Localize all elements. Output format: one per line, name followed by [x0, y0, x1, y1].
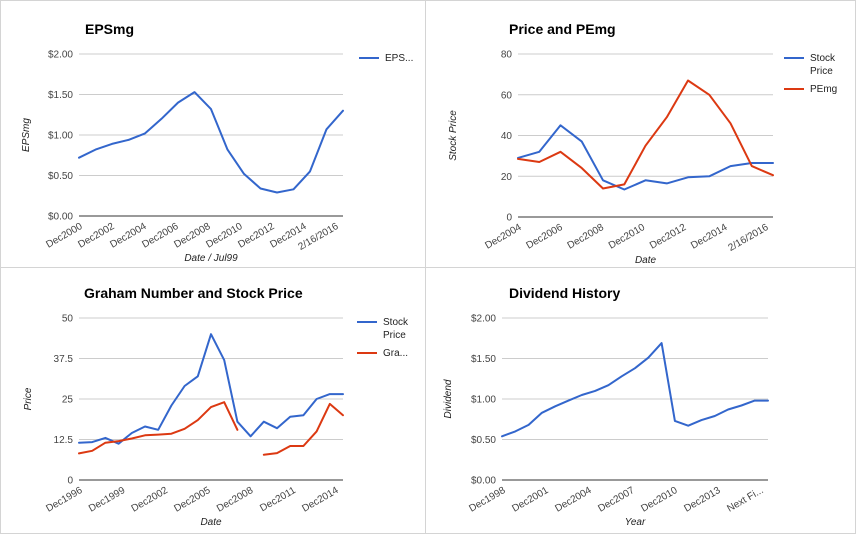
- y-tick-label: $1.50: [48, 90, 73, 101]
- x-tick-label: Dec2014: [300, 485, 341, 515]
- y-tick-label: $0.50: [471, 435, 496, 446]
- y-tick-label: $2.00: [471, 314, 496, 325]
- legend-label: Price: [810, 66, 833, 77]
- y-tick-label: $0.50: [48, 171, 73, 182]
- chart-title: EPSmg: [85, 21, 134, 37]
- series-line-gra-: [78, 401, 239, 455]
- series-line-dividend: [501, 342, 769, 438]
- series-line-stock-price: [517, 124, 774, 191]
- x-tick-label: Dec2013: [682, 485, 723, 515]
- x-tick-label: Dec2006: [524, 222, 565, 252]
- y-tick-label: $1.00: [471, 395, 496, 406]
- y-tick-label: $0.00: [471, 476, 496, 487]
- x-tick-label: Dec2010: [639, 485, 680, 515]
- series-line-gra-: [262, 402, 344, 456]
- x-tick-label: Dec2001: [510, 485, 551, 515]
- graham-chart: Graham Number and Stock Price 0 12.5 25 37.5…: [23, 285, 409, 528]
- y-axis-title: Price: [23, 387, 34, 410]
- x-tick-label: Dec2002: [130, 485, 171, 515]
- x-tick-label: Dec2014: [689, 222, 730, 252]
- x-axis-title: Date: [200, 517, 222, 528]
- y-tick-label: 60: [501, 90, 513, 101]
- legend-label: Stock: [383, 317, 409, 328]
- legend-label: Price: [383, 330, 406, 341]
- x-tick-label: Dec2007: [596, 485, 637, 515]
- x-tick-label: Dec2008: [215, 485, 256, 515]
- x-tick-label: Dec1996: [44, 485, 85, 515]
- x-tick-label: 2/16/2016: [726, 222, 770, 254]
- y-tick-label: 0: [67, 476, 73, 487]
- y-tick-label: 25: [62, 395, 74, 406]
- x-tick-label: Dec2011: [258, 485, 298, 514]
- y-axis-title: EPSmg: [21, 118, 32, 152]
- series-line-eps-: [78, 91, 344, 194]
- series-line-pemg: [517, 79, 774, 190]
- eps-chart-panel: EPSmg $0.00 $0.50 $1.00 $1.50 $2.00 Dec2000 Dec…: [0, 0, 426, 268]
- x-tick-label: Dec1999: [87, 485, 128, 515]
- y-tick-label: 40: [501, 131, 513, 142]
- chart-title: Graham Number and Stock Price: [84, 285, 303, 301]
- price-pe-chart-panel: Price and PEmg 0 20 40 60 80 Dec2004 Dec2006 Dec…: [425, 0, 856, 268]
- x-tick-label: Dec2004: [483, 222, 524, 252]
- graham-chart-panel: Graham Number and Stock Price 0 12.5 25 37.5…: [0, 267, 426, 534]
- y-tick-label: $1.50: [471, 354, 496, 365]
- y-tick-label: 12.5: [54, 435, 74, 446]
- y-tick-label: 0: [506, 213, 512, 224]
- chart-title: Price and PEmg: [509, 21, 616, 37]
- y-tick-label: $1.00: [48, 131, 73, 142]
- legend-label: Gra...: [383, 348, 408, 359]
- y-tick-label: 37.5: [54, 354, 74, 365]
- dividend-chart: Dividend History $0.00 $0.50 $1.00 $1.50 $2.0…: [443, 285, 769, 528]
- x-tick-label: Next Fi...: [725, 485, 765, 515]
- x-axis-title: Date: [635, 255, 657, 266]
- chart-title: Dividend History: [509, 285, 620, 301]
- dividend-chart-panel: Dividend History $0.00 $0.50 $1.00 $1.50 $2.0…: [425, 267, 856, 534]
- x-tick-label: Dec2005: [172, 485, 213, 515]
- x-tick-label: Dec2004: [553, 485, 594, 515]
- x-axis-title: Date / Jul99: [184, 253, 238, 264]
- y-tick-label: $2.00: [48, 50, 73, 61]
- y-tick-label: 20: [501, 172, 513, 183]
- y-axis-title: Stock Price: [448, 110, 459, 161]
- legend-label: Stock: [810, 53, 836, 64]
- x-axis-title: Year: [625, 517, 646, 528]
- legend-label: PEmg: [810, 84, 837, 95]
- y-tick-label: 80: [501, 50, 513, 61]
- eps-chart: EPSmg$0.00$0.50$1.00$1.50$2.00Dec2000Dec…: [21, 21, 413, 264]
- series-line-stock-price: [78, 333, 344, 445]
- y-axis-title: Dividend: [443, 379, 454, 418]
- legend-label: EPS...: [385, 53, 413, 64]
- x-tick-label: Dec2012: [648, 222, 689, 252]
- y-tick-label: 50: [62, 314, 74, 325]
- x-tick-label: Dec1998: [467, 485, 508, 515]
- x-tick-label: Dec2010: [607, 222, 648, 252]
- y-tick-label: $0.00: [48, 212, 73, 223]
- x-tick-label: Dec2008: [566, 222, 607, 252]
